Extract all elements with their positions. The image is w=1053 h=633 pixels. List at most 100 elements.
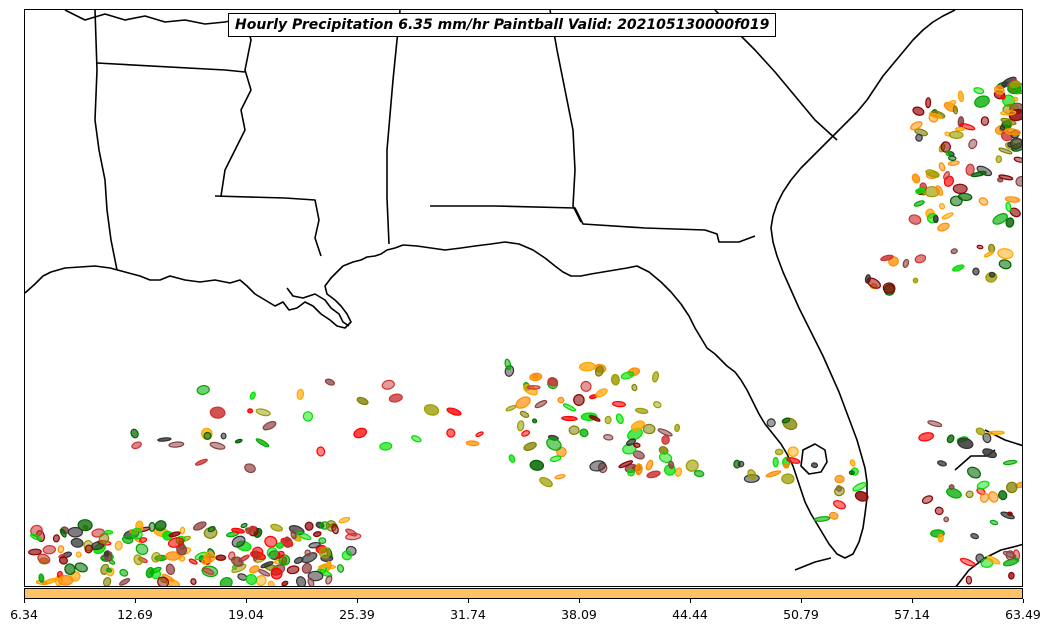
precip-paintball <box>999 125 1006 131</box>
precip-paintball <box>970 532 979 540</box>
precip-paintball <box>620 371 635 380</box>
precip-paintball <box>766 418 776 428</box>
colorbar-tick-mark <box>23 599 25 603</box>
precip-paintball <box>1000 511 1015 520</box>
precip-paintball <box>781 417 791 424</box>
precip-paintball <box>446 428 456 438</box>
precip-paintball <box>30 524 43 537</box>
precip-paintball <box>1004 196 1021 203</box>
precip-paintball <box>42 544 56 555</box>
precip-paintball <box>267 580 275 586</box>
precip-paintball <box>234 438 243 444</box>
precip-paintball <box>631 383 638 392</box>
paintball-layer <box>28 76 1022 586</box>
precip-paintball <box>1008 571 1015 580</box>
precip-paintball <box>255 408 271 417</box>
precip-paintball <box>668 460 675 469</box>
precip-paintball <box>774 448 784 456</box>
precip-paintball <box>980 116 990 126</box>
colorbar-ticks: 6.34 12.69 19.04 25.39 31.74 38.09 44.44 50.79 5… <box>0 599 1053 629</box>
precip-paintball <box>674 423 681 433</box>
precip-paintball <box>307 577 315 586</box>
precip-paintball <box>336 564 345 573</box>
precip-paintball <box>561 415 578 422</box>
precip-paintball <box>59 528 67 538</box>
precip-paintball <box>997 248 1014 260</box>
precip-paintball <box>786 457 801 464</box>
precip-paintball <box>179 526 186 535</box>
precip-paintball <box>949 195 963 207</box>
precip-paintball <box>652 371 659 383</box>
precip-paintball <box>304 521 314 531</box>
precip-paintball <box>244 463 256 474</box>
precip-paintball <box>148 521 156 532</box>
precip-paintball <box>1009 137 1022 150</box>
border-ar-la <box>96 62 246 73</box>
precip-paintball <box>915 133 923 142</box>
border-al-fl <box>430 205 756 243</box>
precip-paintball <box>965 575 973 585</box>
precip-paintball <box>828 511 839 520</box>
precip-paintball <box>1000 94 1006 100</box>
precip-paintball <box>937 460 947 467</box>
precip-paintball <box>282 537 293 548</box>
precip-paintball <box>921 495 934 504</box>
precip-paintball <box>1005 550 1015 561</box>
precip-paintball <box>312 531 322 538</box>
precip-paintball <box>58 556 68 565</box>
precip-paintball <box>379 441 393 451</box>
precip-paintball <box>203 431 212 440</box>
precip-paintball <box>932 214 939 224</box>
precip-paintball <box>529 459 545 471</box>
precip-paintball <box>549 455 562 462</box>
precip-paintball <box>302 411 314 422</box>
precip-paintball <box>642 423 656 435</box>
precip-paintball <box>988 430 1005 436</box>
precip-paintball <box>941 212 954 220</box>
precip-paintball <box>220 432 227 440</box>
precip-paintball <box>594 365 604 377</box>
precip-paintball <box>946 434 955 444</box>
precip-paintball <box>989 519 999 526</box>
precip-paintball <box>98 533 110 545</box>
precip-paintball <box>1005 201 1012 213</box>
precip-paintball <box>168 441 185 448</box>
precip-paintball <box>772 456 779 468</box>
precip-paintball <box>658 452 673 463</box>
precip-paintball <box>317 562 332 569</box>
precip-paintball <box>165 563 176 576</box>
precip-paintball <box>882 282 896 294</box>
precip-paintball <box>504 358 512 371</box>
precip-paintball <box>979 492 990 503</box>
precip-paintball <box>345 532 362 541</box>
precip-paintball <box>423 404 440 416</box>
precip-paintball <box>630 420 645 431</box>
precip-paintball <box>230 556 244 567</box>
precip-paintball <box>341 550 353 561</box>
colorbar-tick-mark <box>134 599 136 603</box>
colorbar-tick-label: 38.09 <box>561 607 597 622</box>
precip-paintball <box>1002 459 1018 466</box>
precip-paintball <box>937 222 950 232</box>
precip-paintball <box>301 562 313 574</box>
precip-paintball <box>568 425 580 436</box>
precip-paintball <box>911 173 921 184</box>
precip-paintball <box>618 460 634 469</box>
precip-paintball <box>995 155 1003 164</box>
precip-paintball <box>160 577 168 584</box>
precip-paintball <box>74 562 88 573</box>
border-tx-la <box>94 10 118 271</box>
precip-paintball <box>976 244 984 250</box>
precip-paintball <box>927 420 943 428</box>
precip-paintball <box>52 534 60 543</box>
precip-paintball <box>388 393 403 403</box>
precip-paintball <box>1012 96 1019 102</box>
precip-paintball <box>245 573 258 586</box>
precip-paintball <box>249 565 260 574</box>
precip-paintball <box>356 396 369 406</box>
precip-paintball <box>852 482 867 492</box>
precip-paintball <box>978 197 989 206</box>
precip-paintball <box>912 277 919 284</box>
precip-paintball <box>657 428 673 437</box>
precip-paintball <box>937 533 944 543</box>
